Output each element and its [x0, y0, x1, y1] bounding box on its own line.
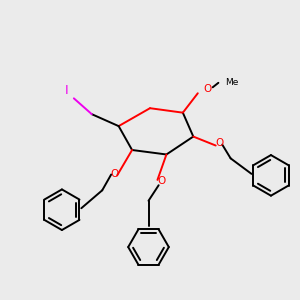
Text: O: O: [215, 138, 224, 148]
Text: O: O: [203, 84, 212, 94]
Text: O: O: [110, 169, 118, 178]
Text: I: I: [64, 84, 68, 98]
Text: Me: Me: [225, 78, 239, 87]
Text: O: O: [157, 176, 165, 186]
